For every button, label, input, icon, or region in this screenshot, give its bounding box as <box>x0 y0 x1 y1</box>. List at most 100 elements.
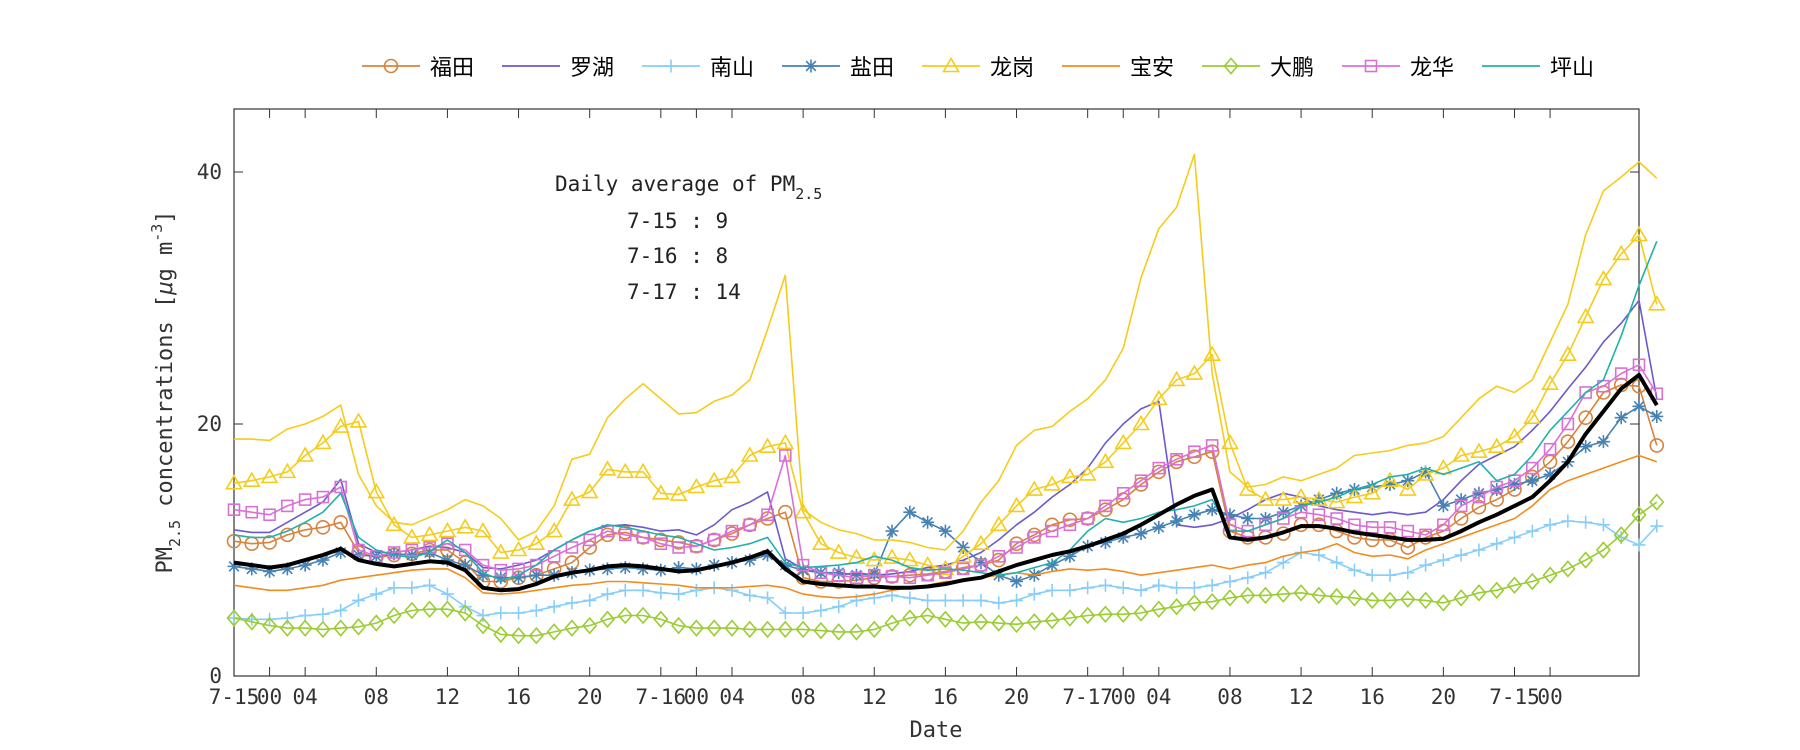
legend-label: 罗湖 <box>570 56 614 81</box>
data-point <box>974 593 988 607</box>
annotation-line-1: 7-15 : 9 <box>627 209 728 233</box>
x-tick-label: 7-16 <box>636 685 687 709</box>
data-point <box>974 556 988 570</box>
data-point <box>439 600 455 618</box>
y-axis-label-sub: 2.5 <box>166 520 184 547</box>
data-point <box>1560 434 1576 449</box>
data-point <box>954 547 973 563</box>
data-point <box>1167 370 1186 387</box>
data-point <box>796 558 810 572</box>
data-point <box>404 601 420 620</box>
data-point <box>1560 560 1576 578</box>
data-point <box>795 620 811 639</box>
data-point <box>617 525 633 540</box>
data-point <box>349 412 368 428</box>
data-point <box>1650 409 1664 423</box>
data-point <box>1010 593 1024 607</box>
data-point <box>1632 358 1646 372</box>
data-point <box>725 583 739 597</box>
data-point <box>1525 524 1539 538</box>
legend-item: 盐田 <box>782 56 894 81</box>
data-point <box>1078 465 1097 481</box>
data-point <box>1632 399 1646 413</box>
data-point <box>938 593 952 607</box>
data-point <box>1364 59 1378 73</box>
data-point <box>1096 452 1115 469</box>
data-point <box>1292 487 1310 504</box>
data-point <box>1097 605 1114 623</box>
data-point <box>1152 578 1166 592</box>
data-point <box>759 620 776 639</box>
annotation-line-2: 7-16 : 8 <box>627 244 728 268</box>
x-tick-label: 00 <box>684 685 709 709</box>
data-point <box>1348 518 1361 532</box>
data-point <box>796 606 810 620</box>
data-point <box>884 614 900 632</box>
data-point <box>654 586 668 600</box>
data-point <box>903 591 917 605</box>
data-point <box>1241 512 1255 525</box>
data-point <box>671 535 686 550</box>
legend-item: 坪山 <box>1482 56 1594 81</box>
data-point <box>260 467 279 484</box>
annotation-title: Daily average of PM <box>555 172 795 196</box>
data-point <box>812 534 830 551</box>
data-point <box>1223 57 1239 75</box>
data-point <box>848 623 865 641</box>
data-point <box>883 548 901 564</box>
data-point <box>1381 471 1399 488</box>
data-point <box>955 614 971 632</box>
data-point <box>387 581 401 595</box>
data-point <box>672 541 685 554</box>
data-point <box>1505 427 1524 443</box>
data-point <box>866 620 882 639</box>
data-point <box>475 616 491 635</box>
data-point <box>1472 486 1486 500</box>
data-point <box>900 550 919 567</box>
x-tick-label: 08 <box>364 685 389 709</box>
x-tick-label: 00 <box>1111 685 1136 709</box>
data-point <box>422 600 438 618</box>
series-line <box>233 241 1658 582</box>
data-point <box>1257 586 1274 605</box>
data-point <box>779 449 792 462</box>
y-tick-label: 40 <box>197 160 222 184</box>
data-point <box>743 518 757 532</box>
data-point <box>547 600 561 614</box>
y-axis-label-pm: PM <box>153 547 178 574</box>
data-point <box>1311 586 1327 605</box>
data-point <box>921 515 935 529</box>
data-point <box>1221 433 1239 450</box>
data-point <box>761 591 775 605</box>
data-point <box>1364 591 1380 610</box>
data-point <box>1010 541 1023 554</box>
data-point <box>1472 543 1486 557</box>
data-point <box>777 620 793 639</box>
data-point <box>616 462 635 479</box>
data-point <box>316 490 330 504</box>
data-point <box>315 620 331 639</box>
data-point <box>1293 584 1309 602</box>
data-point <box>1007 496 1026 513</box>
data-point <box>618 528 632 542</box>
data-point <box>1028 531 1041 544</box>
data-point <box>991 614 1007 632</box>
data-point <box>832 600 846 614</box>
data-point <box>707 533 721 547</box>
data-point <box>509 540 528 557</box>
data-point <box>387 546 401 559</box>
legend-item: 大鹏 <box>1202 56 1314 81</box>
data-point <box>383 58 399 74</box>
data-point <box>352 543 365 557</box>
data-point <box>1579 440 1593 454</box>
data-point <box>1541 374 1559 390</box>
data-point <box>1116 581 1130 595</box>
data-point <box>1471 584 1487 602</box>
data-point <box>333 514 349 530</box>
data-point <box>831 623 847 641</box>
data-point <box>279 619 295 637</box>
data-point <box>1276 556 1290 570</box>
series-line <box>233 372 1659 593</box>
data-point <box>903 571 917 585</box>
data-point <box>474 521 492 538</box>
